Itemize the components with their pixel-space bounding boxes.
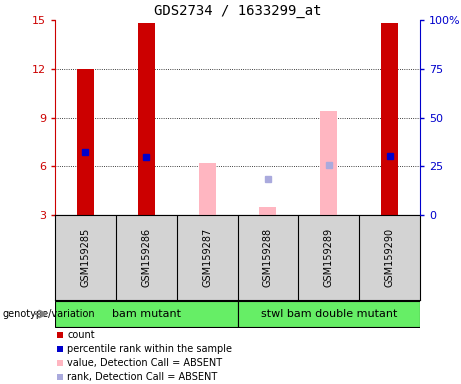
Title: GDS2734 / 1633299_at: GDS2734 / 1633299_at	[154, 3, 321, 18]
Text: percentile rank within the sample: percentile rank within the sample	[67, 344, 232, 354]
Text: GSM159289: GSM159289	[324, 228, 334, 287]
Text: GSM159285: GSM159285	[80, 228, 90, 287]
Text: rank, Detection Call = ABSENT: rank, Detection Call = ABSENT	[67, 372, 218, 382]
Bar	[138, 23, 155, 215]
Bar	[77, 69, 94, 215]
Text: value, Detection Call = ABSENT: value, Detection Call = ABSENT	[67, 358, 222, 368]
Text: bam mutant: bam mutant	[112, 309, 181, 319]
Text: genotype/variation: genotype/variation	[2, 309, 95, 319]
Bar	[381, 23, 398, 215]
Text: GSM159288: GSM159288	[263, 228, 273, 287]
Text: GSM159287: GSM159287	[202, 228, 212, 287]
Bar	[260, 207, 277, 215]
Text: GSM159290: GSM159290	[384, 228, 395, 287]
Bar	[237, 301, 420, 328]
Bar	[320, 111, 337, 215]
Text: count: count	[67, 330, 95, 340]
Text: GSM159286: GSM159286	[141, 228, 151, 287]
Bar	[199, 163, 216, 215]
Bar	[55, 301, 237, 328]
Text: stwl bam double mutant: stwl bam double mutant	[260, 309, 397, 319]
